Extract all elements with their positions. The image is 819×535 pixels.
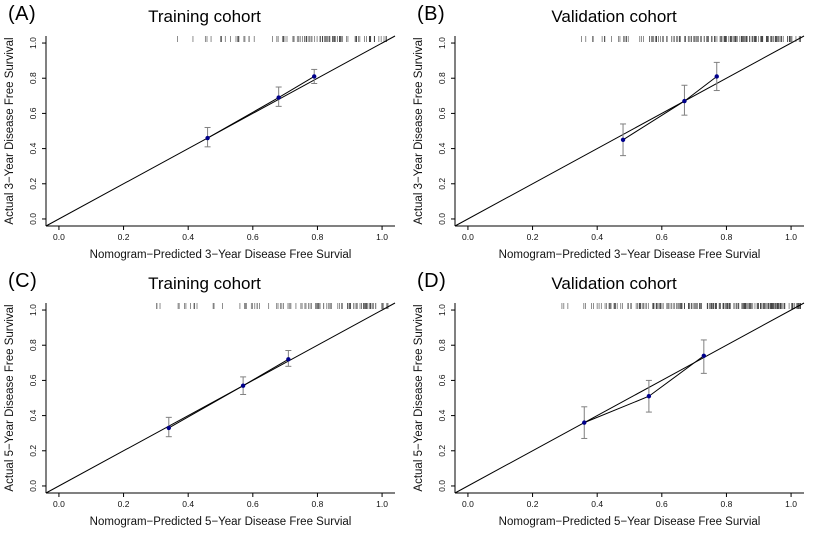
- svg-text:0.0: 0.0: [437, 213, 447, 225]
- svg-text:0.6: 0.6: [437, 374, 447, 386]
- calibration-plot: 0.0 0.2 0.4 0.6 0.8 1.0 0.0 0.2 0.4 0.6 0.8 1.0 Nomo…: [4, 35, 396, 261]
- svg-text:0.4: 0.4: [437, 409, 447, 421]
- panel-header: (C) Training cohort: [0, 267, 409, 297]
- svg-text:1.0: 1.0: [785, 499, 797, 509]
- panel-header: (B) Validation cohort: [409, 0, 819, 30]
- calibration-plot: 0.0 0.2 0.4 0.6 0.8 1.0 0.0 0.2 0.4 0.6 0.8 1.0 Nomo…: [4, 302, 396, 528]
- svg-text:0.6: 0.6: [437, 107, 447, 119]
- svg-text:0.0: 0.0: [462, 232, 474, 242]
- svg-text:0.8: 0.8: [312, 499, 324, 509]
- svg-text:0.6: 0.6: [656, 499, 668, 509]
- svg-text:0.6: 0.6: [656, 232, 668, 242]
- svg-text:Actual 5−Year Disease Free Sur: Actual 5−Year Disease Free Survival: [4, 304, 16, 491]
- svg-text:Actual 5−Year Disease Free Sur: Actual 5−Year Disease Free Survival: [413, 304, 425, 491]
- svg-text:0.4: 0.4: [182, 232, 194, 242]
- svg-text:Nomogram−Predicted 5−Year Dise: Nomogram−Predicted 5−Year Disease Free S…: [499, 516, 761, 528]
- svg-text:0.2: 0.2: [527, 499, 539, 509]
- svg-text:0.4: 0.4: [591, 499, 603, 509]
- svg-text:0.6: 0.6: [28, 374, 38, 386]
- svg-text:0.2: 0.2: [527, 232, 539, 242]
- svg-text:0.6: 0.6: [247, 499, 259, 509]
- svg-text:0.8: 0.8: [437, 72, 447, 84]
- svg-text:0.6: 0.6: [28, 107, 38, 119]
- panel-label: (A): [8, 3, 37, 25]
- svg-text:1.0: 1.0: [437, 37, 447, 49]
- panel-label: (C): [8, 270, 38, 292]
- svg-text:1.0: 1.0: [28, 304, 38, 316]
- svg-text:0.4: 0.4: [591, 232, 603, 242]
- panel-header: (D) Validation cohort: [409, 267, 819, 297]
- svg-text:0.8: 0.8: [28, 72, 38, 84]
- svg-text:1.0: 1.0: [437, 304, 447, 316]
- panel-title: Validation cohort: [551, 274, 677, 293]
- svg-text:0.0: 0.0: [53, 232, 65, 242]
- svg-text:0.8: 0.8: [28, 339, 38, 351]
- panel-title: Training cohort: [148, 7, 261, 26]
- panel-label: (D): [417, 270, 447, 292]
- panel-d-validation-5yr: (D) Validation cohort 0.0 0.2 0.4 0.6 0.8 1.0…: [409, 267, 819, 535]
- svg-text:1.0: 1.0: [785, 232, 797, 242]
- svg-text:0.0: 0.0: [462, 499, 474, 509]
- svg-text:Actual 3−Year Disease Free Sur: Actual 3−Year Disease Free Survival: [413, 37, 425, 224]
- panel-a-training-3yr: (A) Training cohort 0.0 0.2 0.4 0.6 0.8 1.0 0.…: [0, 0, 409, 267]
- svg-text:0.2: 0.2: [437, 178, 447, 190]
- svg-text:0.0: 0.0: [28, 480, 38, 492]
- svg-text:0.0: 0.0: [437, 480, 447, 492]
- panel-header: (A) Training cohort: [0, 0, 409, 30]
- svg-text:1.0: 1.0: [376, 499, 388, 509]
- svg-text:0.2: 0.2: [118, 232, 130, 242]
- svg-text:0.2: 0.2: [437, 445, 447, 457]
- panel-c-training-5yr: (C) Training cohort 0.0 0.2 0.4 0.6 0.8 1.0 0.…: [0, 267, 409, 535]
- svg-text:0.2: 0.2: [28, 445, 38, 457]
- panel-title: Training cohort: [148, 274, 261, 293]
- svg-text:Nomogram−Predicted 3−Year Dise: Nomogram−Predicted 3−Year Disease Free S…: [90, 249, 352, 261]
- svg-text:0.4: 0.4: [182, 499, 194, 509]
- svg-text:1.0: 1.0: [28, 37, 38, 49]
- svg-text:0.8: 0.8: [721, 499, 733, 509]
- calibration-plot: 0.0 0.2 0.4 0.6 0.8 1.0 0.0 0.2 0.4 0.6 0.8 1.0 Nomo…: [413, 302, 805, 528]
- svg-text:Nomogram−Predicted 3−Year Dise: Nomogram−Predicted 3−Year Disease Free S…: [499, 249, 761, 261]
- panel-label: (B): [417, 3, 446, 25]
- svg-text:0.0: 0.0: [28, 213, 38, 225]
- panel-b-validation-3yr: (B) Validation cohort 0.0 0.2 0.4 0.6 0.8 1.0…: [409, 0, 819, 267]
- calibration-plot: 0.0 0.2 0.4 0.6 0.8 1.0 0.0 0.2 0.4 0.6 0.8 1.0 Nomo…: [413, 35, 805, 261]
- svg-text:0.4: 0.4: [28, 142, 38, 154]
- svg-text:0.8: 0.8: [437, 339, 447, 351]
- svg-text:0.0: 0.0: [53, 499, 65, 509]
- svg-text:0.4: 0.4: [28, 409, 38, 421]
- svg-text:Actual 3−Year Disease Free Sur: Actual 3−Year Disease Free Survival: [4, 37, 16, 224]
- svg-text:0.8: 0.8: [312, 232, 324, 242]
- svg-text:0.2: 0.2: [118, 499, 130, 509]
- panel-title: Validation cohort: [551, 7, 677, 26]
- svg-text:0.8: 0.8: [721, 232, 733, 242]
- svg-text:0.2: 0.2: [28, 178, 38, 190]
- svg-text:0.4: 0.4: [437, 142, 447, 154]
- svg-text:0.6: 0.6: [247, 232, 259, 242]
- svg-text:1.0: 1.0: [376, 232, 388, 242]
- svg-text:Nomogram−Predicted 5−Year Dise: Nomogram−Predicted 5−Year Disease Free S…: [90, 516, 352, 528]
